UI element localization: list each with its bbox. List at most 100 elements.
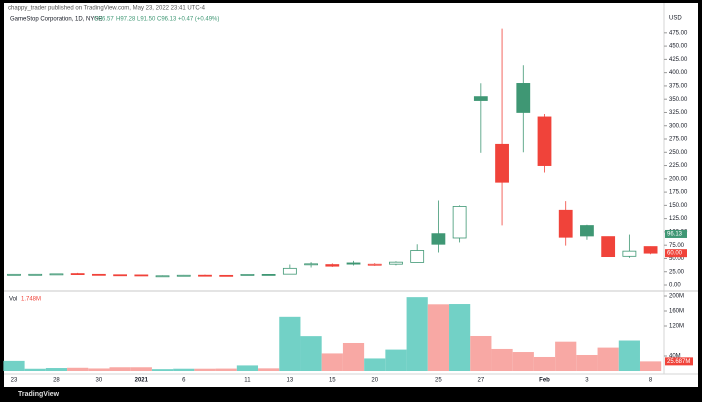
- candle-body: [198, 274, 212, 277]
- legend-open: O96.57: [94, 17, 114, 23]
- price-label: 96.13: [667, 232, 683, 238]
- volume-bar: [109, 367, 131, 371]
- candle-body: [325, 264, 340, 267]
- volume-title: Vol: [9, 297, 17, 303]
- candle-body: [7, 273, 21, 276]
- x-tick-label: 27: [477, 378, 484, 384]
- volume-bar: [151, 369, 174, 371]
- volume-bar: [406, 297, 428, 371]
- legend-low: L91.50: [137, 17, 156, 23]
- volume-bar: [618, 340, 640, 371]
- chart-title: GameStop Corporation, 1D, NYSE: [10, 17, 102, 23]
- candle-body: [622, 250, 637, 257]
- volume-bar: [427, 304, 449, 371]
- x-tick-label: 25: [435, 378, 442, 384]
- legend-change: +0.47 (+0.49%): [178, 17, 219, 23]
- legend-high: H97.28: [116, 17, 136, 23]
- volume-bar: [512, 352, 534, 371]
- price-tick-label: 425.00: [669, 57, 688, 63]
- price-tick-label: 175.00: [669, 190, 688, 196]
- volume-bar: [88, 368, 110, 371]
- volume-value: 1.748M: [21, 297, 41, 303]
- price-tick-label: 225.00: [669, 163, 688, 169]
- currency: USD: [669, 16, 682, 22]
- candle-body: [558, 209, 573, 238]
- candle-body: [304, 263, 318, 266]
- volume-tick-label: 40M: [669, 354, 681, 360]
- price-tick-label: 475.00: [669, 30, 688, 36]
- candle-body: [601, 236, 616, 258]
- volume-bar: [258, 368, 280, 371]
- price-tick-label: 450.00: [669, 44, 688, 50]
- price-tick-label: 125.00: [669, 216, 688, 222]
- candle-body: [113, 274, 127, 277]
- volume-tick-label: 160M: [669, 309, 684, 315]
- x-tick-label: 28: [53, 378, 60, 384]
- candle-body: [134, 274, 149, 277]
- volume-bar: [491, 348, 513, 371]
- volume-bar: [385, 349, 407, 371]
- volume-bar: [130, 367, 152, 371]
- brand: TradingView: [18, 391, 60, 398]
- volume-bar: [215, 368, 237, 371]
- volume-bar: [236, 365, 259, 371]
- candle-body: [49, 273, 64, 276]
- volume-bar: [470, 335, 492, 371]
- price-tick-label: 375.00: [669, 83, 688, 89]
- price-label: 60.00: [667, 251, 683, 257]
- candle-body: [410, 250, 425, 263]
- candle-body: [70, 273, 85, 275]
- x-tick-label: 30: [96, 378, 103, 384]
- price-tick-label: 200.00: [669, 176, 688, 182]
- canvas: [4, 3, 698, 387]
- volume-bar: [449, 304, 471, 371]
- price-label-box: [665, 249, 687, 258]
- candle-body: [240, 274, 255, 276]
- volume-tick-label: 120M: [669, 324, 684, 330]
- volume-tick-label: 200M: [669, 294, 684, 300]
- candle-body: [643, 246, 658, 254]
- price-tick-label: 75.00: [669, 243, 685, 249]
- volume-bar: [194, 368, 216, 371]
- volume-bar: [67, 367, 89, 371]
- volume-bar: [364, 358, 386, 371]
- volume-bar: [300, 336, 322, 371]
- price-tick-label: 300.00: [669, 123, 688, 129]
- price-tick-label: 0.00: [669, 283, 681, 289]
- price-tick-label: 275.00: [669, 137, 688, 143]
- volume-bar: [321, 353, 343, 371]
- candle-body: [346, 262, 361, 265]
- x-tick-label: 6: [182, 378, 186, 384]
- price-tick-label: 350.00: [669, 97, 688, 103]
- volume-bar: [24, 368, 46, 371]
- candle-body: [91, 273, 106, 276]
- price-tick-label: 325.00: [669, 110, 688, 116]
- volume-bar: [45, 368, 68, 371]
- price-tick-label: 25.00: [669, 269, 685, 275]
- volume-bar: [173, 368, 195, 371]
- publisher: chappy_trader published on TradingView.c…: [8, 6, 206, 12]
- candle-body: [580, 225, 594, 237]
- x-tick-label: 20: [371, 378, 378, 384]
- candle-body: [219, 274, 234, 277]
- candle-body: [473, 96, 488, 101]
- x-tick-label: 2021: [135, 378, 149, 384]
- volume-bar: [555, 341, 577, 371]
- volume-label-box: [665, 357, 693, 366]
- x-tick-label: 23: [11, 378, 18, 384]
- volume-bar: [533, 356, 556, 371]
- volume-bar: [640, 361, 662, 371]
- price-tick-label: 400.00: [669, 70, 688, 76]
- candle-body: [28, 273, 43, 276]
- candle-body: [176, 274, 191, 277]
- legend-close: C96.13: [157, 17, 177, 23]
- price-tick-label: 50.00: [669, 256, 685, 262]
- candle-body: [495, 143, 509, 183]
- price-label-box: [665, 229, 687, 238]
- volume-label: 25.687M: [667, 359, 690, 365]
- candle-body: [516, 83, 531, 113]
- candle-body: [452, 206, 467, 239]
- volume-bar: [3, 360, 25, 371]
- candle-body: [537, 116, 552, 166]
